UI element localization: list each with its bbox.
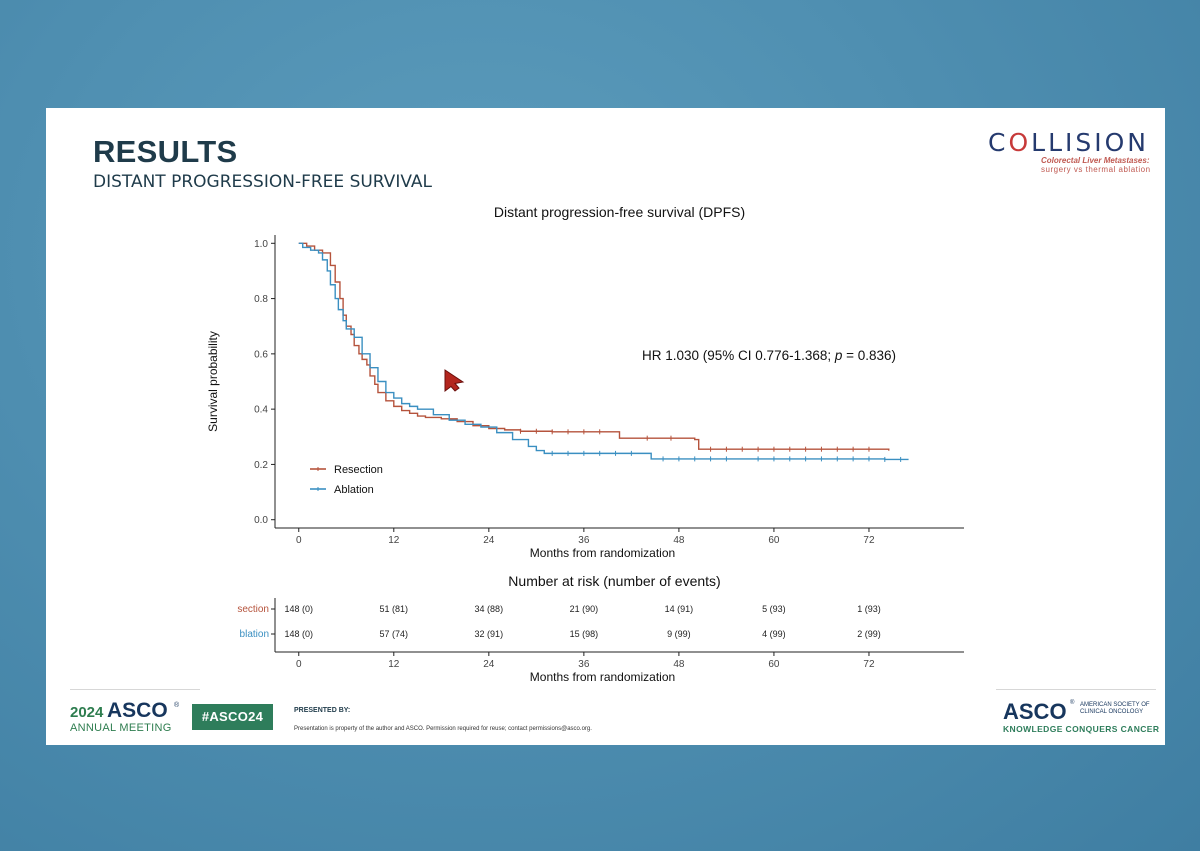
risk-x-tick-label: 0 bbox=[296, 659, 302, 670]
slide: RESULTS DISTANT PROGRESSION-FREE SURVIVA… bbox=[46, 108, 1165, 745]
y-tick-label: 0.6 bbox=[254, 349, 268, 360]
risk-cell: 51 (81) bbox=[380, 604, 409, 614]
x-tick-label: 0 bbox=[296, 535, 302, 546]
risk-x-tick-label: 24 bbox=[483, 659, 495, 670]
risk-x-axis-label: Months from randomization bbox=[530, 670, 675, 684]
y-tick-label: 1.0 bbox=[254, 239, 268, 250]
hashtag-badge: #ASCO24 bbox=[192, 704, 273, 730]
risk-cell: 15 (98) bbox=[570, 629, 599, 639]
logo-wordmark-post: LLISION bbox=[1031, 128, 1150, 157]
society-reg: ® bbox=[1070, 700, 1075, 706]
meeting-reg: ® bbox=[174, 702, 180, 709]
x-tick-label: 72 bbox=[863, 535, 875, 546]
y-tick-label: 0.0 bbox=[254, 515, 268, 526]
y-axis-label: Survival probability bbox=[206, 331, 220, 432]
risk-cell: 34 (88) bbox=[475, 604, 504, 614]
km-plot: Distant progression-free survival (DPFS)… bbox=[206, 204, 964, 560]
risk-row-label: blation bbox=[240, 629, 269, 640]
logo-wordmark-highlight: O bbox=[1008, 128, 1032, 157]
risk-row-label: section bbox=[237, 604, 269, 615]
slide-title: RESULTS bbox=[93, 134, 238, 169]
risk-x-tick-label: 36 bbox=[578, 659, 590, 670]
logo-wordmark: COLLISION bbox=[988, 128, 1149, 157]
y-tick-label: 0.8 bbox=[254, 294, 268, 305]
risk-table: Number at risk (number of events) section… bbox=[237, 573, 964, 684]
risk-cell: 57 (74) bbox=[380, 629, 409, 639]
risk-x-tick-label: 72 bbox=[863, 659, 875, 670]
x-tick-label: 24 bbox=[483, 535, 495, 546]
footer-rule-right bbox=[996, 689, 1156, 690]
asco-society-logo: ASCO ® AMERICAN SOCIETY OF CLINICAL ONCO… bbox=[1003, 699, 1160, 735]
society-word: ASCO bbox=[1003, 699, 1067, 724]
x-tick-label: 36 bbox=[578, 535, 590, 546]
risk-x-tick-label: 48 bbox=[673, 659, 685, 670]
presented-by-label: PRESENTED BY: bbox=[294, 707, 351, 714]
series-line-ablation bbox=[298, 242, 909, 461]
logo-tagline-1: Colorectal Liver Metastases: bbox=[1041, 156, 1150, 165]
x-tick-label: 48 bbox=[673, 535, 685, 546]
disclaimer-text: Presentation is property of the author a… bbox=[294, 726, 592, 732]
risk-table-title: Number at risk (number of events) bbox=[508, 573, 720, 589]
x-axis-label: Months from randomization bbox=[530, 546, 675, 560]
risk-cell: 5 (93) bbox=[762, 604, 786, 614]
footer-rule-left bbox=[70, 689, 200, 690]
society-tagline: KNOWLEDGE CONQUERS CANCER bbox=[1003, 724, 1160, 734]
km-chart: Distant progression-free survival (DPFS)… bbox=[206, 204, 964, 684]
meeting-year: 2024 bbox=[70, 704, 104, 721]
y-tick-label: 0.2 bbox=[254, 460, 268, 471]
society-name: AMERICAN SOCIETY OF CLINICAL ONCOLOGY bbox=[1080, 702, 1150, 715]
x-tick-label: 12 bbox=[388, 535, 400, 546]
asco-annual-meeting-logo: 2024 ASCO ® ANNUAL MEETING bbox=[70, 699, 180, 736]
logo-wordmark-pre: C bbox=[988, 128, 1009, 157]
slide-subtitle: DISTANT PROGRESSION-FREE SURVIVAL bbox=[93, 172, 432, 192]
logo-tagline-2: surgery vs thermal ablation bbox=[1041, 165, 1151, 174]
y-tick-label: 0.4 bbox=[254, 405, 268, 416]
legend-label-ablation: Ablation bbox=[334, 484, 374, 496]
risk-cell: 148 (0) bbox=[284, 604, 313, 614]
risk-cell: 9 (99) bbox=[667, 629, 691, 639]
meeting-name: ANNUAL MEETING bbox=[70, 722, 172, 734]
hazard-ratio-annotation: HR 1.030 (95% CI 0.776-1.368; p = 0.836) bbox=[642, 348, 896, 363]
risk-x-tick-label: 60 bbox=[768, 659, 780, 670]
chart-title: Distant progression-free survival (DPFS) bbox=[494, 204, 745, 220]
series-line-resection bbox=[298, 242, 890, 451]
risk-cell: 4 (99) bbox=[762, 629, 786, 639]
legend-label-resection: Resection bbox=[334, 464, 383, 476]
risk-cell: 1 (93) bbox=[857, 604, 881, 614]
meeting-org: ASCO bbox=[107, 699, 168, 722]
risk-cell: 148 (0) bbox=[284, 629, 313, 639]
collision-logo: COLLISION Colorectal Liver Metastases: s… bbox=[988, 128, 1164, 178]
cursor-arrow-icon bbox=[444, 369, 465, 392]
risk-x-tick-label: 12 bbox=[388, 659, 400, 670]
risk-cell: 21 (90) bbox=[570, 604, 599, 614]
risk-cell: 32 (91) bbox=[475, 629, 504, 639]
risk-cell: 2 (99) bbox=[857, 629, 881, 639]
risk-cell: 14 (91) bbox=[665, 604, 694, 614]
x-tick-label: 60 bbox=[768, 535, 780, 546]
